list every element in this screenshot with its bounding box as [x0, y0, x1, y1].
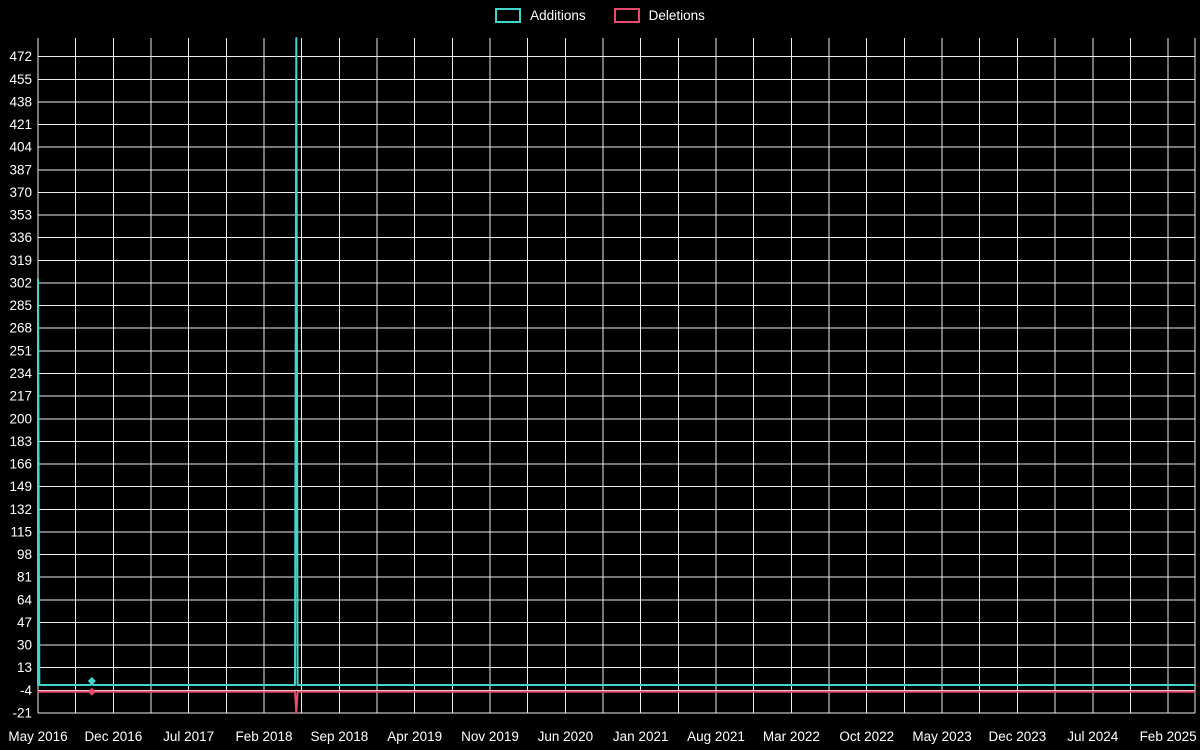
legend-swatch-deletions	[613, 8, 640, 23]
x-axis-tick-label: Oct 2022	[839, 729, 894, 744]
y-axis-tick-label: 217	[9, 389, 32, 404]
chart-legend: Additions Deletions	[0, 8, 1200, 23]
additions-marker	[87, 677, 96, 686]
y-axis-tick-label: 268	[9, 321, 32, 336]
y-axis-tick-label: 30	[17, 638, 32, 653]
x-axis-tick-label: Mar 2022	[763, 729, 820, 744]
x-axis-tick-label: Jul 2017	[163, 729, 214, 744]
y-axis-tick-label: 132	[9, 502, 32, 517]
y-axis-tick-label: 438	[9, 94, 32, 109]
y-axis-tick-label: 200	[9, 411, 32, 426]
x-axis-tick-label: Sep 2018	[310, 729, 368, 744]
x-axis-tick-label: Dec 2016	[84, 729, 142, 744]
y-axis-tick-label: 149	[9, 479, 32, 494]
x-axis-tick-label: Dec 2023	[989, 729, 1047, 744]
y-axis-tick-label: 47	[17, 615, 32, 630]
x-axis-tick-label: Apr 2019	[387, 729, 442, 744]
x-axis-tick-label: Jun 2020	[538, 729, 594, 744]
y-axis-tick-label: 472	[9, 49, 32, 64]
x-axis-tick-label: Nov 2019	[461, 729, 519, 744]
additions-line	[37, 37, 1196, 687]
y-axis-tick-label: 13	[17, 660, 32, 675]
y-axis-tick-label: 251	[9, 343, 32, 358]
y-axis-tick-label: 166	[9, 457, 32, 472]
y-axis-tick-label: 183	[9, 434, 32, 449]
y-axis-tick-label: -4	[20, 683, 32, 698]
legend-item-deletions[interactable]: Deletions	[613, 7, 705, 23]
y-axis-tick-label: 404	[9, 140, 32, 155]
y-axis-tick-label: 353	[9, 208, 32, 223]
y-axis-tick-label: -21	[12, 706, 32, 721]
y-axis-tick-label: 455	[9, 72, 32, 87]
y-axis-tick-label: 64	[17, 592, 33, 607]
y-axis-tick-label: 421	[9, 117, 32, 132]
legend-label-additions: Additions	[530, 7, 586, 23]
y-axis-tick-label: 234	[9, 366, 32, 381]
y-axis-tick-label: 81	[17, 570, 32, 585]
y-axis-tick-label: 115	[10, 524, 32, 539]
y-axis-tick-label: 370	[9, 185, 32, 200]
y-axis-tick-label: 387	[9, 162, 32, 177]
x-axis-tick-label: Jul 2024	[1067, 729, 1119, 744]
y-axis-tick-label: 285	[9, 298, 32, 313]
x-axis-tick-label: Aug 2021	[687, 729, 745, 744]
x-axis-tick-label: Feb 2018	[235, 729, 292, 744]
legend-swatch-additions	[495, 8, 522, 23]
legend-label-deletions: Deletions	[648, 7, 705, 23]
y-axis-tick-label: 319	[9, 253, 32, 268]
x-axis-tick-label: Feb 2025	[1140, 729, 1197, 744]
y-axis-tick-label: 336	[9, 230, 32, 245]
x-axis-tick-label: May 2016	[8, 729, 67, 744]
deletions-line	[37, 690, 1196, 714]
legend-item-additions[interactable]: Additions	[495, 8, 586, 23]
x-axis-tick-label: May 2023	[912, 729, 971, 744]
y-axis-tick-label: 98	[17, 547, 32, 562]
y-axis-tick-label: 302	[9, 275, 32, 290]
deletions-marker	[87, 687, 96, 696]
x-axis-tick-label: Jan 2021	[613, 729, 669, 744]
